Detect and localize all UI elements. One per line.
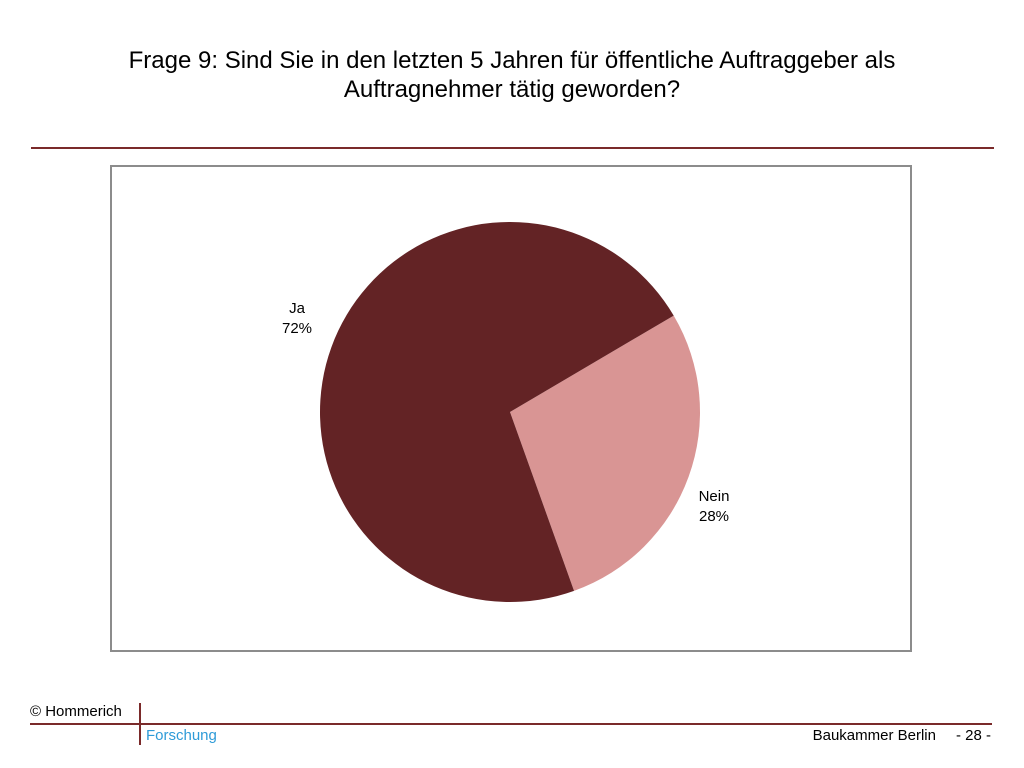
pie-slice-nein	[510, 315, 700, 591]
slice-value-ja: 72%	[282, 320, 312, 337]
organization-name: Baukammer Berlin	[812, 727, 936, 744]
page-number: - 28 -	[955, 727, 991, 744]
slice-label-nein: Nein	[699, 488, 730, 505]
chart-title: Frage 9: Sind Sie in den letzten 5 Jahre…	[128, 47, 896, 103]
slice-value-nein: 28%	[699, 508, 729, 525]
copyright-text: © Hommerich	[30, 703, 122, 720]
research-label: Forschung	[146, 727, 217, 744]
pie-slice-ja	[320, 222, 674, 603]
chart-frame: Ja 72% Nein 28%	[110, 165, 912, 652]
slice-label-ja: Ja	[289, 300, 306, 317]
pie-chart: Ja 72% Nein 28%	[282, 222, 729, 603]
title-divider	[31, 147, 994, 149]
pie-slices	[320, 222, 700, 603]
footer-divider	[30, 723, 992, 725]
pie-labels: Ja 72% Nein 28%	[282, 300, 729, 525]
